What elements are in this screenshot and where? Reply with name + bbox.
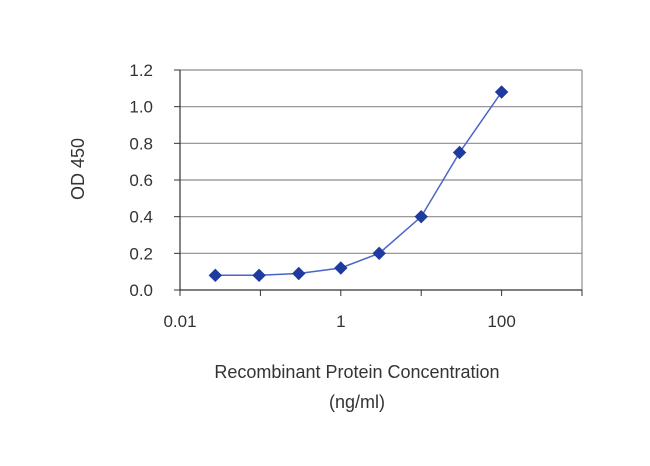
y-tick-label: 0.0 [129,281,153,300]
x-axis-title: Recombinant Protein Concentration [214,362,499,382]
y-tick-label: 0.6 [129,171,153,190]
data-point-diamond [208,268,223,283]
y-tick-label: 0.2 [129,244,153,263]
axis-layer [174,69,583,296]
data-point-diamond [334,261,348,275]
y-tick-label: 1.2 [129,61,153,80]
x-tick-label: 1 [336,312,345,331]
data-point-diamond [494,85,509,99]
data-point-diamond [372,246,386,261]
x-tick-label: 100 [487,312,515,331]
data-point-diamond [452,145,467,160]
x-axis-unit: (ng/ml) [329,392,385,412]
data-point-diamond [292,266,306,281]
label-layer: 0.0 0.2 0.4 0.6 0.8 1.0 1.2 0.01 1 100 [129,61,515,331]
y-axis-title: OD 450 [68,138,88,200]
y-tick-label: 0.4 [129,208,153,227]
grid-layer [180,69,582,254]
series-line [215,91,503,277]
data-point-diamond [414,209,428,224]
series-layer [208,85,509,283]
x-tick-label: 0.01 [163,312,196,331]
y-tick-label: 1.0 [129,98,153,117]
y-tick-label: 0.8 [129,134,153,153]
data-point-diamond [252,268,266,283]
